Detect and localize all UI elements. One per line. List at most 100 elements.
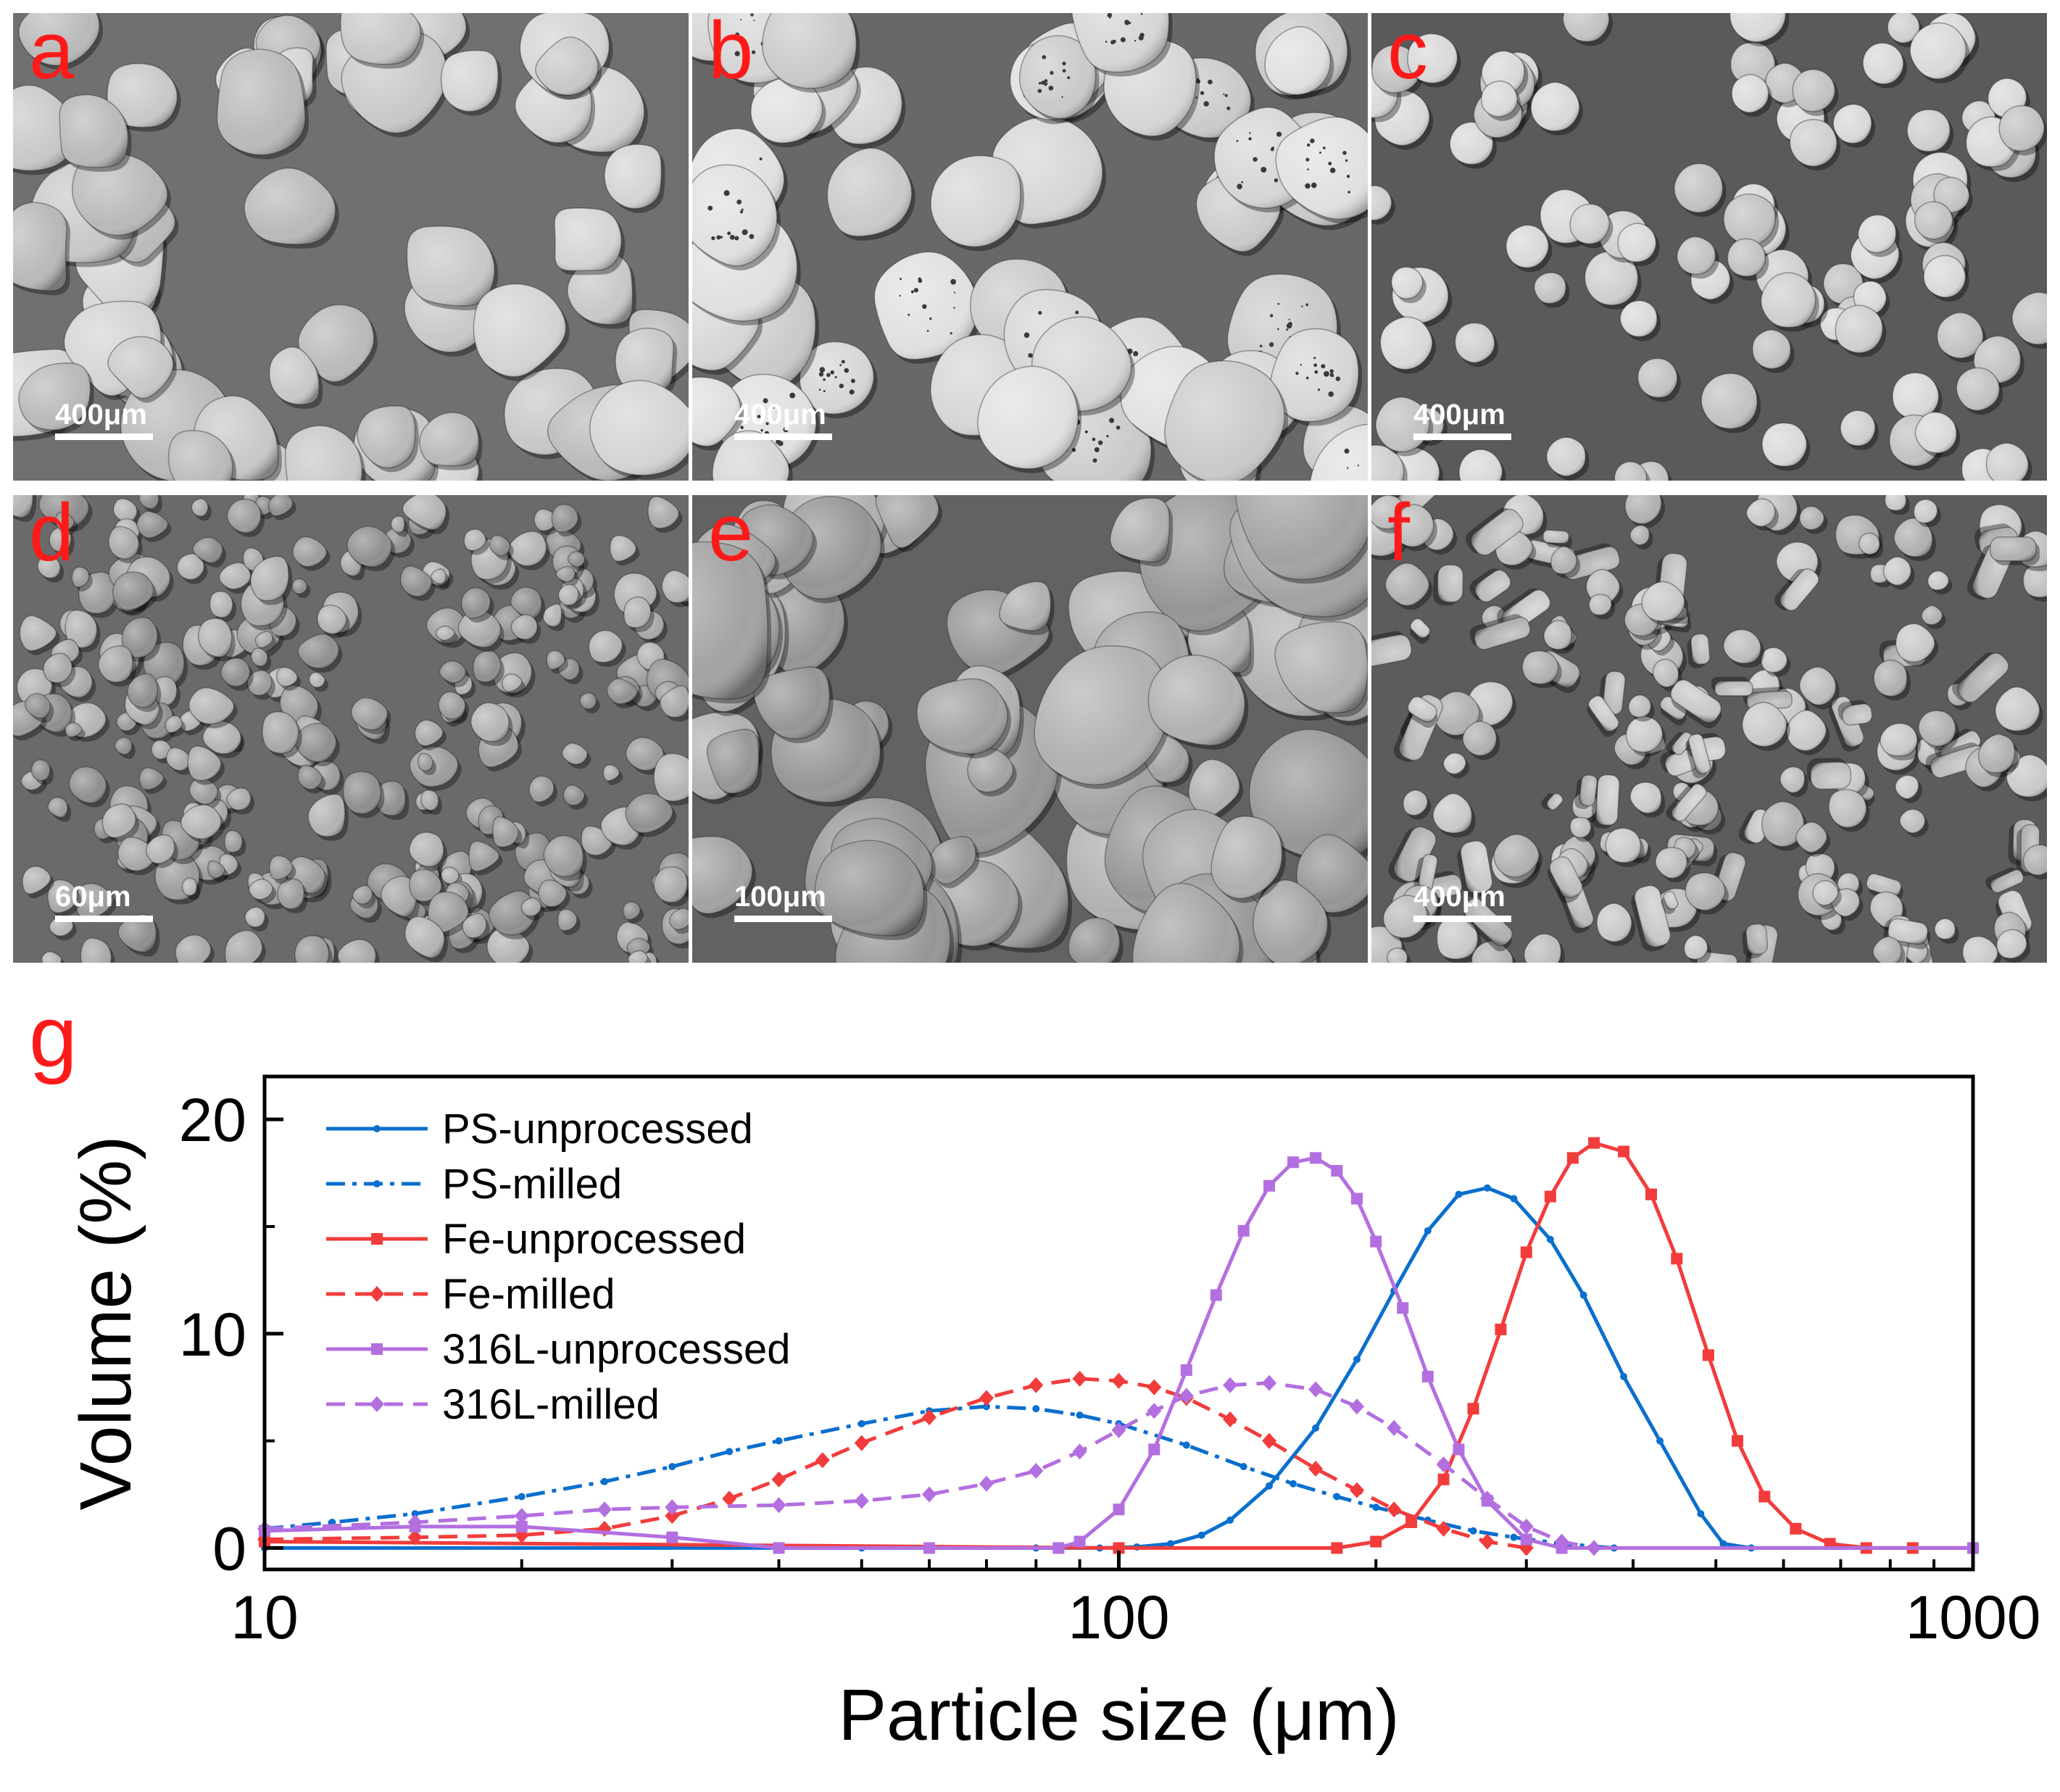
scale-bar-text: 100μm [734,882,836,911]
legend-marker [370,1286,384,1302]
data-point [772,1472,786,1488]
data-point [1468,1403,1479,1414]
data-point [1029,1377,1043,1393]
data-point [1210,1290,1222,1301]
data-point [1240,1463,1247,1470]
legend-label: 316L-milled [442,1381,660,1428]
legend-marker [371,1343,383,1355]
data-point [1370,1236,1382,1248]
data-point [1353,1356,1361,1363]
data-point [1405,1517,1417,1528]
scale-bar-text: 400μm [734,400,836,429]
data-point [597,1501,612,1517]
data-point [1547,1236,1554,1243]
legend-marker [370,1396,384,1412]
data-point [922,1487,936,1503]
legend-label: 316L-unprocessed [442,1326,790,1373]
panel-label-d: d [29,495,74,573]
data-point [1052,1542,1064,1554]
data-point [1510,1534,1517,1541]
y-axis-label: Volume (%) [65,1136,146,1511]
data-point [1029,1463,1043,1479]
data-point [1074,1536,1086,1548]
scale-bar: 100μm [734,882,836,922]
data-point [1238,1225,1250,1237]
data-point [726,1448,733,1455]
scale-bar-line [1413,916,1511,922]
data-point [1470,1527,1477,1535]
data-point [1032,1405,1039,1412]
data-point [1671,1253,1682,1264]
legend-marker [373,1125,381,1132]
data-point [855,1493,869,1509]
scale-bar-line [55,434,153,440]
data-point [776,1438,783,1445]
scale-bar: 400μm [55,400,157,440]
data-point [858,1420,865,1427]
data-point [1588,1137,1600,1149]
data-point [815,1452,830,1468]
x-axis-label: Particle size (μm) [838,1675,1399,1756]
data-point [1703,1349,1714,1361]
data-point [1422,1371,1434,1382]
x-tick-label: 1000 [1906,1583,2041,1651]
scale-bar-text: 400μm [1413,400,1515,429]
data-point [1521,1246,1532,1258]
scale-bar: 400μm [734,400,836,440]
panel-label-c: c [1387,13,1428,91]
data-point [1587,1540,1601,1556]
data-point [1350,1398,1364,1414]
data-point [1223,1411,1237,1427]
legend-label: PS-unprocessed [442,1106,753,1153]
x-tick-label: 100 [1068,1583,1169,1651]
data-point [1438,1474,1450,1485]
panel-label-f: f [1387,495,1410,573]
data-point [1545,1191,1556,1203]
data-point [1181,1364,1192,1376]
data-point [1480,1534,1495,1550]
data-point [1620,1373,1627,1380]
y-tick-label: 0 [212,1514,246,1582]
data-point [1073,1371,1087,1387]
data-point [1266,1482,1273,1490]
data-point [1073,1443,1087,1459]
x-tick-label: 10 [230,1583,298,1651]
data-point [1618,1145,1629,1157]
data-point [1350,1482,1364,1498]
scale-bar-text: 400μm [1413,882,1515,911]
scale-bar-line [1413,434,1511,440]
data-point [1262,1375,1276,1391]
data-point [923,1542,935,1554]
data-point [1312,1424,1319,1432]
scale-bar-line [734,434,832,440]
data-point [1147,1380,1161,1395]
data-point [1183,1442,1190,1449]
panel-label-a: a [29,13,74,91]
data-point [1289,1480,1297,1488]
scale-bar-line [55,916,153,922]
legend-marker [373,1180,381,1187]
data-point [1148,1443,1160,1455]
data-point [1147,1403,1161,1419]
scale-bar: 400μm [1413,882,1515,922]
legend-label: PS-milled [442,1161,622,1208]
data-point [1351,1193,1363,1205]
data-point [601,1478,608,1485]
y-tick-label: 10 [179,1301,246,1369]
data-point [1397,1302,1408,1314]
data-point [1645,1189,1657,1200]
sem-panel-c: c 400μm [1371,13,2047,481]
data-point [1424,1227,1432,1235]
data-point [1580,1292,1587,1299]
data-point [1198,1532,1205,1539]
data-point [979,1476,994,1492]
data-point [1263,1180,1275,1192]
sem-panel-f: f 400μm [1371,495,2047,963]
data-point [1179,1388,1194,1404]
legend-marker [371,1233,383,1245]
data-point [773,1542,785,1554]
data-point [1455,1191,1462,1198]
